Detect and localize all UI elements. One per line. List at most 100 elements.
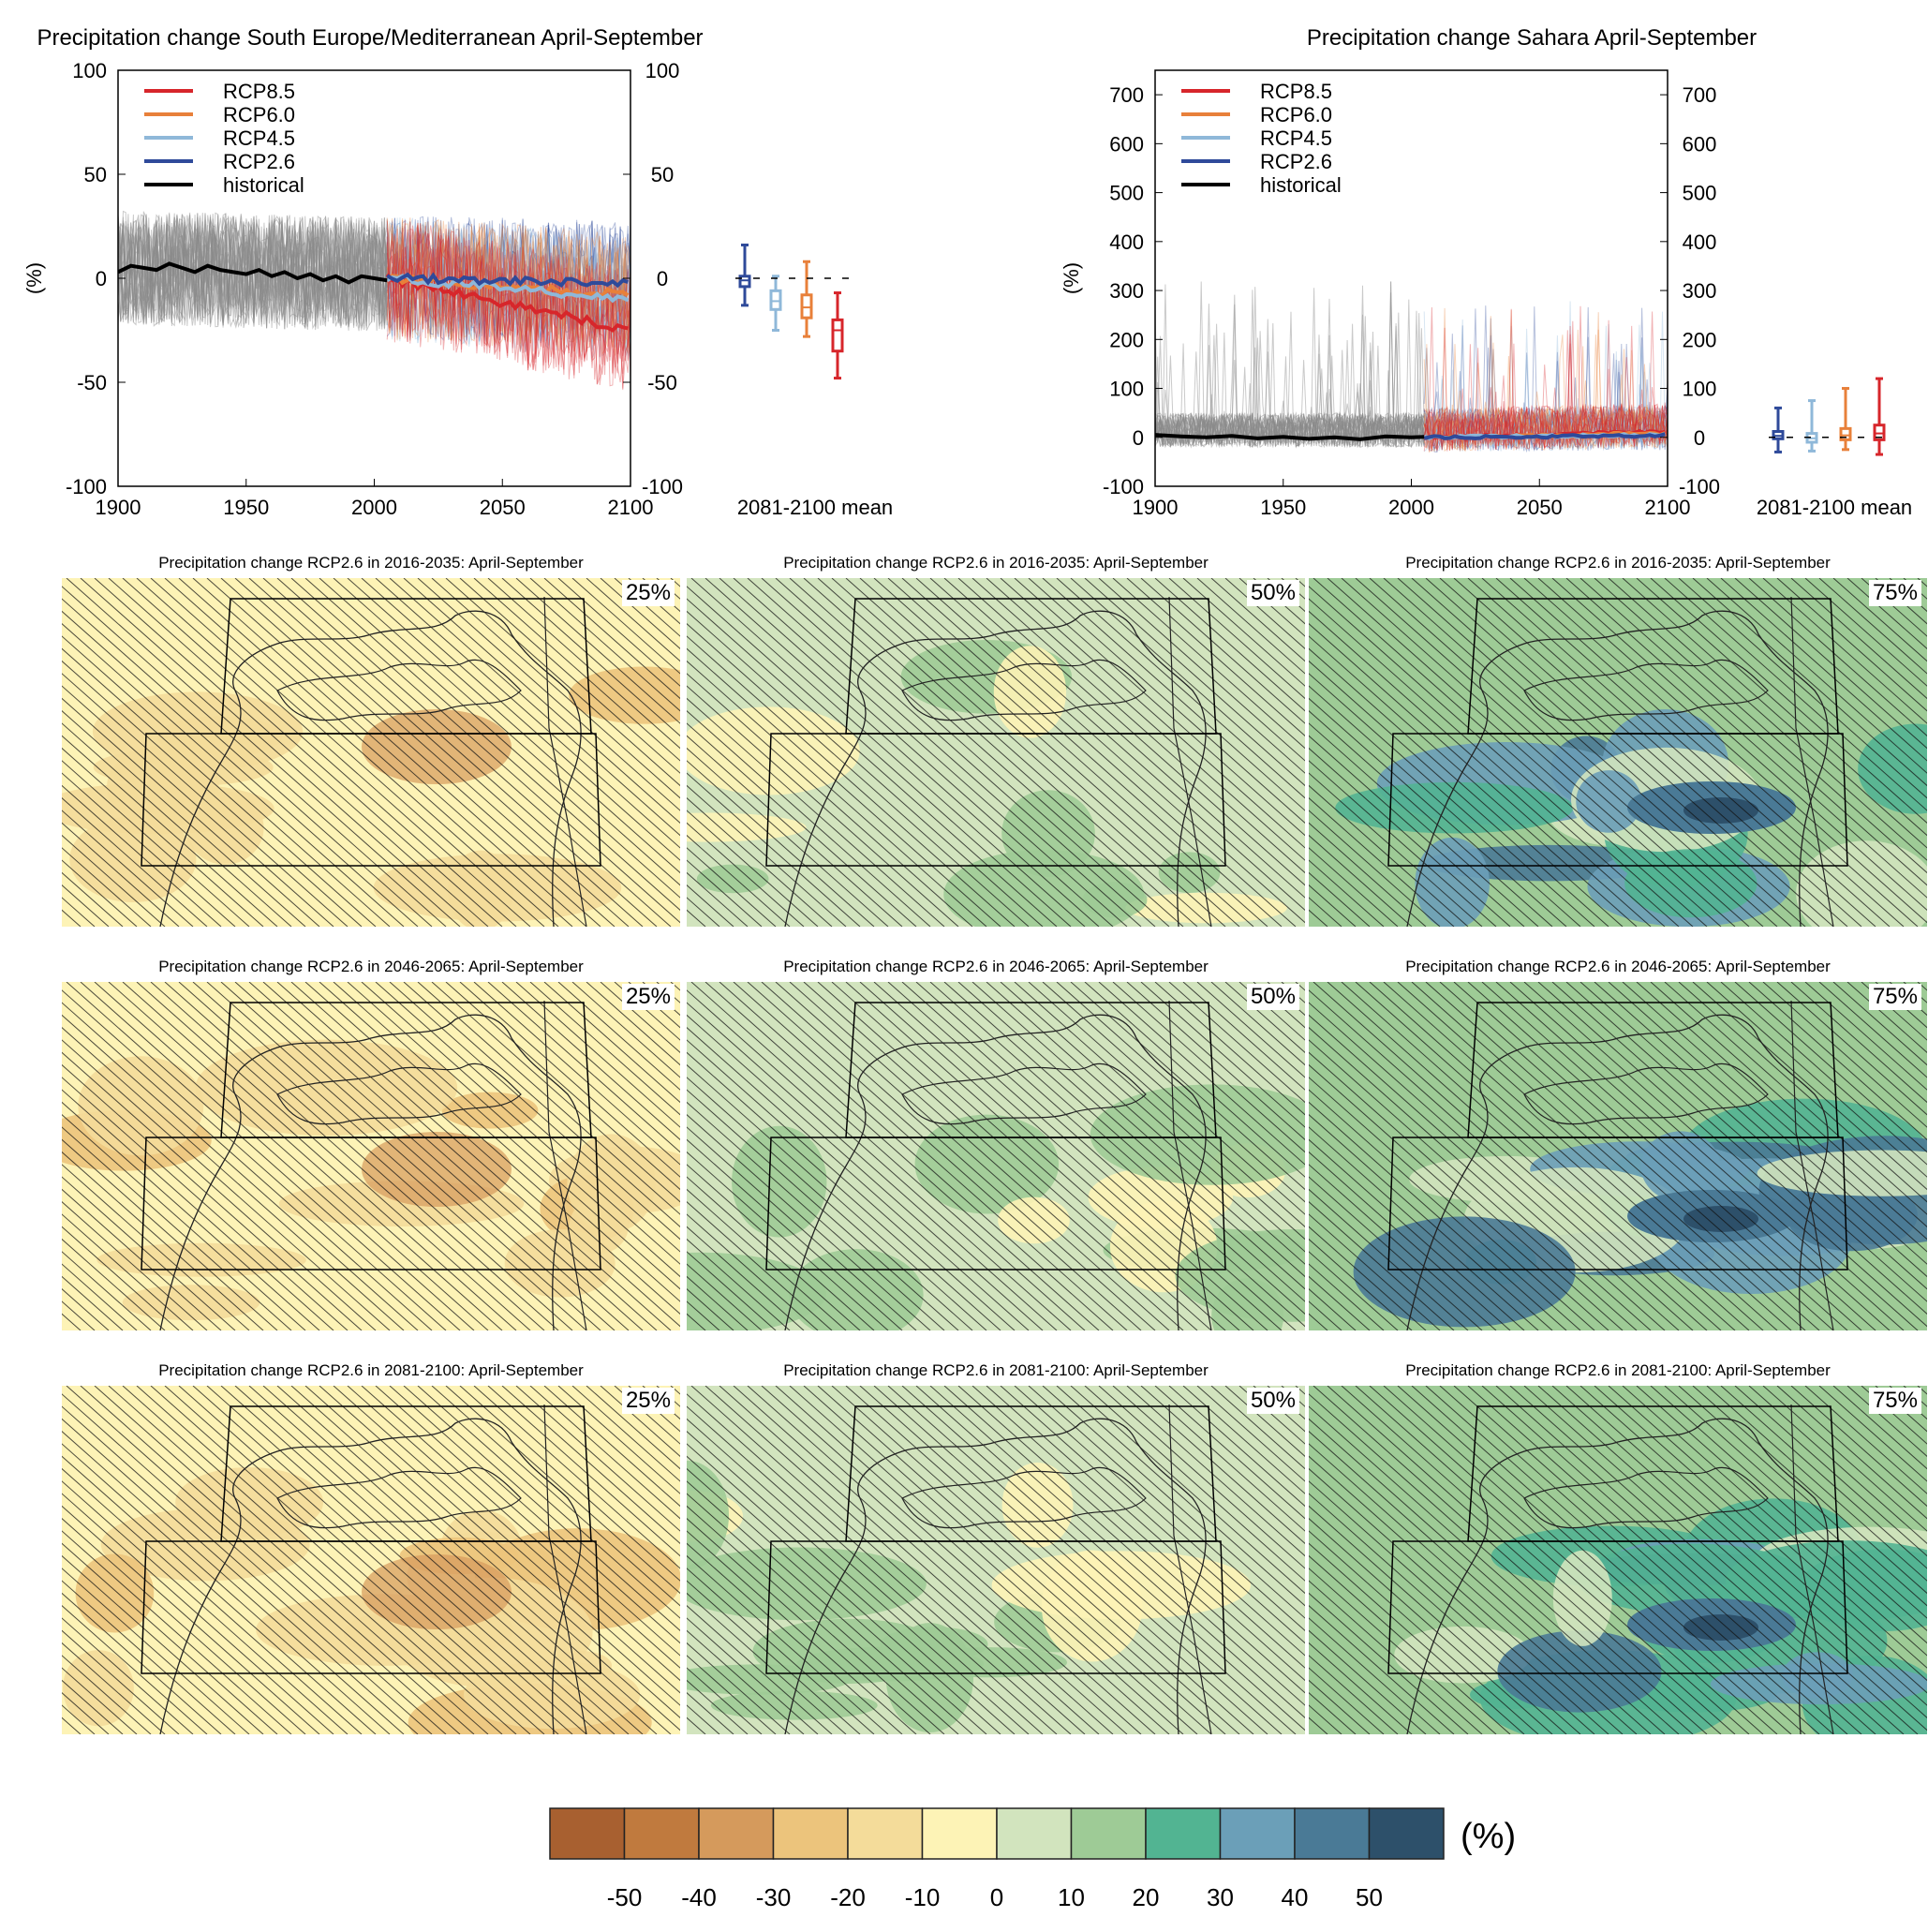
hatch-line [1084,982,1305,1178]
hatch-line [586,982,680,1066]
precipitation-map: 75% [1309,578,1927,927]
hatch-line [1028,982,1305,1227]
colorbar-tick-label: -30 [756,1883,792,1911]
hatch-line [1042,982,1305,1215]
ensemble-lines [1155,281,1668,453]
hatch-line [1309,1051,1624,1330]
colorbar-tick-label: 30 [1207,1883,1234,1911]
hatch-line [487,578,680,750]
anomaly-region [1041,1550,1143,1662]
hatch-line [262,1386,658,1734]
hatch-line [859,578,1254,927]
hatch-line [108,1386,503,1734]
hatch-line [445,578,680,787]
scenario-member-line [386,224,630,351]
hatch-line [1126,982,1305,1140]
scenario-member-line [386,218,630,349]
scenario-member-line [386,216,630,341]
hatch-line [1439,982,1834,1330]
hatch-line [687,1126,917,1330]
hatch-line [1309,722,1539,927]
hatch-line [206,1386,601,1734]
y-tick-label: 100 [72,59,107,82]
scenario-member-line [386,222,630,361]
hatch-line [1309,598,1680,927]
hatch-line [62,1542,278,1734]
hatch-line [1537,578,1927,924]
hatch-line [687,989,1072,1330]
hatch-line [347,578,680,874]
hatch-line [62,772,236,927]
hatch-line [178,982,573,1330]
hatch-line [94,578,489,927]
hatch-line [1650,578,1927,824]
hatch-line [62,1002,433,1330]
hatch-line [1537,982,1927,1328]
hatch-line [361,982,680,1265]
hatch-line [1369,578,1764,927]
hatch-line [1309,697,1567,927]
hatch-line [1056,578,1305,799]
hatch-line [389,982,680,1241]
map-title: Precipitation change RCP2.6 in 2016-2035… [783,554,1209,572]
hatch-line [1453,578,1848,927]
colorbar-swatch [847,1807,924,1860]
hatch-line [971,1386,1305,1682]
hatch-line [1309,1176,1483,1330]
hatching [1309,1386,1927,1734]
historical-member-line [1155,294,1425,447]
coastline-east [1790,596,1834,927]
coastline [784,1014,1207,1330]
hatch-line [690,982,1086,1330]
x-tick-label: 1950 [1260,496,1306,519]
hatch-line [1309,735,1525,927]
historical-member-line [118,215,388,330]
legend-label: RCP6.0 [1260,103,1332,126]
hatch-line [62,822,180,927]
anomaly-region [1782,1652,1853,1699]
anomaly-region [687,1252,826,1330]
hatch-line [62,1554,264,1734]
hatch-line [915,1386,1305,1731]
hatch-line [747,982,1142,1330]
hatch-line [1309,1077,1595,1330]
scenario-member-line [386,218,630,356]
historical-mean-line [1155,433,1425,441]
hatch-line [586,578,680,662]
y-tick-label-right: 300 [1683,279,1717,303]
hatch-line [687,1580,861,1734]
historical-member-line [1155,281,1425,448]
hatch-line [687,1568,875,1734]
hatch-line [136,982,531,1330]
hatch-line [1397,578,1792,927]
hatch-line [817,1386,1212,1734]
y-tick-label: -100 [1103,475,1144,498]
hatch-line [1168,1386,1305,1508]
historical-member-line [1155,288,1425,448]
hatch-line [178,578,573,927]
historical-member-line [1155,281,1425,448]
hatch-line [248,578,644,927]
hatch-line [687,1493,959,1734]
anomaly-region [1796,840,1927,927]
hatch-line [789,982,1184,1330]
hatch-line [1762,1386,1927,1532]
hatch-line [66,982,461,1330]
x-tick-label: 2100 [608,496,654,519]
hatch-line [164,1386,559,1734]
historical-member-line [1155,281,1425,449]
hatch-line [375,578,680,849]
hatch-line [687,735,903,927]
colorbar-tick-label: -50 [607,1883,643,1911]
region-box-sahara [1387,1137,1848,1271]
hatch-line [1355,578,1750,927]
hatch-line [1112,1386,1305,1557]
anomaly-region [1757,1150,1927,1196]
hatch-line [62,1467,363,1734]
scenario-member-line [386,233,630,380]
map-canvas [1309,1386,1927,1734]
hatch-line [1309,647,1624,927]
hatch-line [1664,578,1927,811]
scenario-member-line [386,216,630,340]
anomaly-region [78,1056,204,1156]
